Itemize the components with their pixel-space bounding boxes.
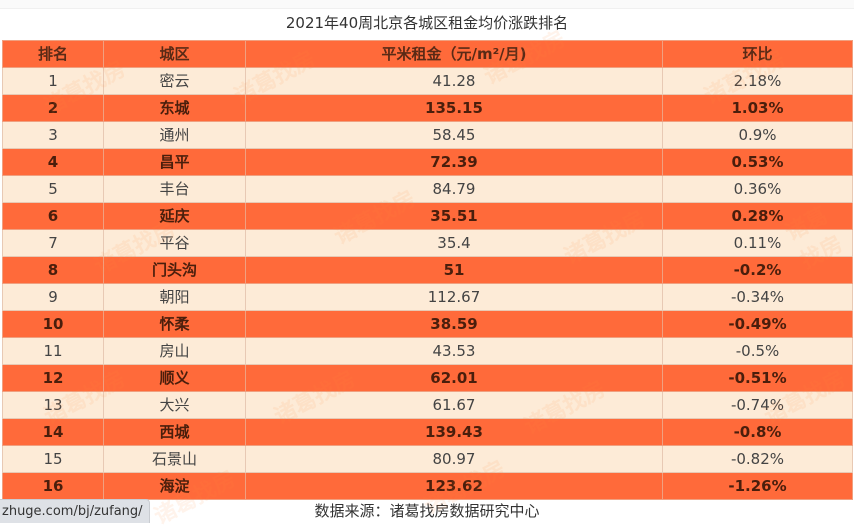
cell-rank: 16 [2,472,104,500]
cell-rank: 2 [2,94,104,122]
cell-rank: 14 [2,418,104,446]
cell-district: 丰台 [103,175,246,203]
cell-district: 延庆 [103,202,246,230]
cell-district: 房山 [103,337,246,365]
cell-rank: 1 [2,67,104,95]
cell-district: 通州 [103,121,246,149]
cell-rank: 8 [2,256,104,284]
cell-district: 昌平 [103,148,246,176]
table-row: 10 怀柔 38.59 -0.49% [2,310,853,338]
table-row: 8 门头沟 51 -0.2% [2,256,853,284]
cell-district: 怀柔 [103,310,246,338]
cell-rent: 58.45 [245,121,663,149]
cell-mom: -0.51% [662,364,853,392]
cell-rank: 7 [2,229,104,257]
rent-ranking-table: 排名 城区 平米租金（元/m²/月) 环比 1 密云 41.28 2.18% 2 东城 13… [2,40,853,500]
cell-rank: 5 [2,175,104,203]
table-row: 9 朝阳 112.67 -0.34% [2,283,853,311]
cell-mom: -0.34% [662,283,853,311]
cell-mom: -1.26% [662,472,853,500]
table-row: 4 昌平 72.39 0.53% [2,148,853,176]
cell-rent: 51 [245,256,663,284]
table-row: 3 通州 58.45 0.9% [2,121,853,149]
cell-rank: 9 [2,283,104,311]
cell-rent: 84.79 [245,175,663,203]
top-strip [0,0,854,9]
header-rank: 排名 [2,40,104,68]
cell-rank: 3 [2,121,104,149]
cell-rank: 10 [2,310,104,338]
table-row: 12 顺义 62.01 -0.51% [2,364,853,392]
cell-district: 海淀 [103,472,246,500]
cell-mom: 0.53% [662,148,853,176]
cell-rent: 35.51 [245,202,663,230]
cell-mom: -0.82% [662,445,853,473]
cell-rent: 35.4 [245,229,663,257]
table-header-row: 排名 城区 平米租金（元/m²/月) 环比 [2,40,853,68]
cell-rent: 72.39 [245,148,663,176]
cell-district: 石景山 [103,445,246,473]
data-source: 数据来源：诸葛找房数据研究中心 [314,502,540,520]
table-row: 1 密云 41.28 2.18% [2,67,853,95]
cell-mom: 1.03% [662,94,853,122]
cell-district: 西城 [103,418,246,446]
table-row: 13 大兴 61.67 -0.74% [2,391,853,419]
cell-rent: 41.28 [245,67,663,95]
chart-title: 2021年40周北京各城区租金均价涨跌排名 [285,14,569,32]
status-url-bar: zhuge.com/bj/zufang/ [0,499,150,523]
cell-mom: -0.8% [662,418,853,446]
cell-rent: 43.53 [245,337,663,365]
cell-rank: 11 [2,337,104,365]
cell-rank: 15 [2,445,104,473]
cell-mom: -0.2% [662,256,853,284]
header-rent: 平米租金（元/m²/月) [245,40,663,68]
cell-mom: -0.74% [662,391,853,419]
table-row: 16 海淀 123.62 -1.26% [2,472,853,500]
table-row: 5 丰台 84.79 0.36% [2,175,853,203]
cell-district: 大兴 [103,391,246,419]
table-row: 7 平谷 35.4 0.11% [2,229,853,257]
header-district: 城区 [103,40,246,68]
cell-rank: 13 [2,391,104,419]
cell-rent: 38.59 [245,310,663,338]
table-row: 15 石景山 80.97 -0.82% [2,445,853,473]
cell-district: 密云 [103,67,246,95]
cell-mom: 2.18% [662,67,853,95]
cell-rent: 112.67 [245,283,663,311]
table-row: 2 东城 135.15 1.03% [2,94,853,122]
cell-district: 门头沟 [103,256,246,284]
cell-rank: 12 [2,364,104,392]
cell-mom: 0.11% [662,229,853,257]
cell-rank: 4 [2,148,104,176]
cell-district: 朝阳 [103,283,246,311]
cell-district: 顺义 [103,364,246,392]
cell-rent: 139.43 [245,418,663,446]
table-row: 11 房山 43.53 -0.5% [2,337,853,365]
cell-mom: 0.9% [662,121,853,149]
cell-district: 平谷 [103,229,246,257]
table-row: 6 延庆 35.51 0.28% [2,202,853,230]
cell-rent: 62.01 [245,364,663,392]
cell-rent: 135.15 [245,94,663,122]
cell-district: 东城 [103,94,246,122]
cell-rent: 123.62 [245,472,663,500]
cell-mom: -0.49% [662,310,853,338]
header-mom: 环比 [662,40,853,68]
cell-mom: 0.28% [662,202,853,230]
cell-rent: 61.67 [245,391,663,419]
cell-rent: 80.97 [245,445,663,473]
cell-rank: 6 [2,202,104,230]
cell-mom: -0.5% [662,337,853,365]
cell-mom: 0.36% [662,175,853,203]
table-row: 14 西城 139.43 -0.8% [2,418,853,446]
